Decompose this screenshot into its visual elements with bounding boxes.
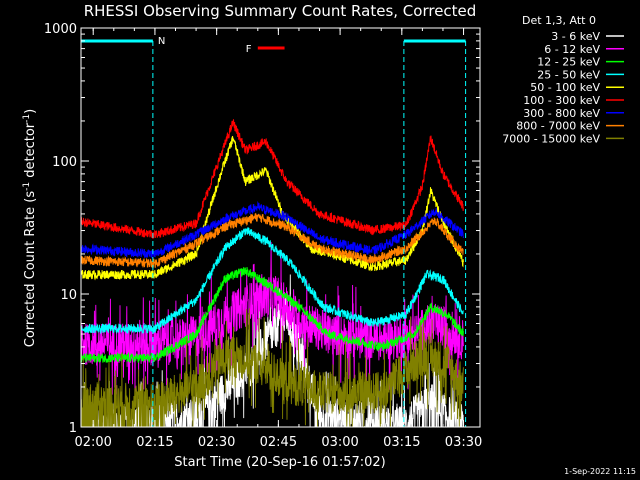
legend-label-4: 25 - 50 keV	[537, 68, 600, 81]
legend-label-8: 800 - 7000 keV	[516, 120, 600, 133]
x-tick-label-3: 02:30	[198, 435, 235, 450]
legend-label-2: 6 - 12 keV	[544, 43, 600, 56]
x-tick-label-2: 02:15	[136, 435, 173, 450]
series-line-4	[81, 227, 464, 335]
y-tick-label-4: 1000	[44, 22, 77, 37]
annotation-layer: NF	[81, 36, 467, 427]
x-tick-label-4: 02:45	[260, 435, 297, 450]
y-axis: 1 10 100 1000	[44, 22, 480, 436]
plot-frame	[80, 27, 481, 428]
legend-label-9: 7000 - 15000 keV	[502, 132, 600, 145]
x-axis: 02:00 02:15 02:30 02:45 03:00 03:15 03:30	[74, 28, 482, 450]
x-tick-label-5: 03:00	[321, 435, 358, 450]
x-tick-label-6: 03:15	[383, 435, 420, 450]
legend-label-3: 12 - 25 keV	[537, 56, 600, 69]
legend-label-6: 100 - 300 keV	[523, 94, 600, 107]
night-label-1: N	[158, 36, 165, 47]
y-tick-label-2: 10	[60, 288, 77, 303]
series-line-9	[81, 308, 464, 427]
flare-label: F	[246, 44, 252, 55]
y-axis-label-sup1: -1	[22, 182, 32, 191]
y-axis-label-end: )	[23, 109, 38, 114]
legend-label-1: 3 - 6 keV	[551, 30, 600, 43]
series-line-3	[81, 267, 464, 363]
y-axis-label-mid: detector	[23, 122, 38, 182]
x-tick-label-1: 02:00	[74, 435, 111, 450]
series-line-5	[81, 135, 464, 281]
series-line-8	[81, 213, 464, 268]
y-tick-label-1: 1	[69, 421, 77, 436]
series-line-6	[81, 119, 464, 239]
series-layer	[81, 119, 464, 427]
x-tick-label-7: 03:30	[445, 435, 482, 450]
y-axis-label-main: Corrected Count Rate (s	[23, 191, 38, 348]
legend-label-5: 50 - 100 keV	[530, 81, 600, 94]
legend-title: Det 1,3, Att 0	[522, 14, 596, 27]
y-tick-label-3: 100	[52, 155, 77, 170]
y-axis-label: Corrected Count Rate (s-1 detector-1)	[22, 109, 38, 347]
chart-title: RHESSI Observing Summary Count Rates, Co…	[84, 2, 477, 20]
legend-label-7: 300 - 800 keV	[523, 107, 600, 120]
series-line-7	[81, 200, 464, 259]
y-axis-label-sup2: -1	[22, 114, 32, 123]
footer-date: 1-Sep-2022 11:15	[564, 467, 636, 476]
plot-area: NF 02:00 02:15 02:30 02:45 03:00 03:15 03:30 1…	[44, 22, 482, 450]
x-axis-label: Start Time (20-Sep-16 01:57:02)	[174, 455, 385, 470]
